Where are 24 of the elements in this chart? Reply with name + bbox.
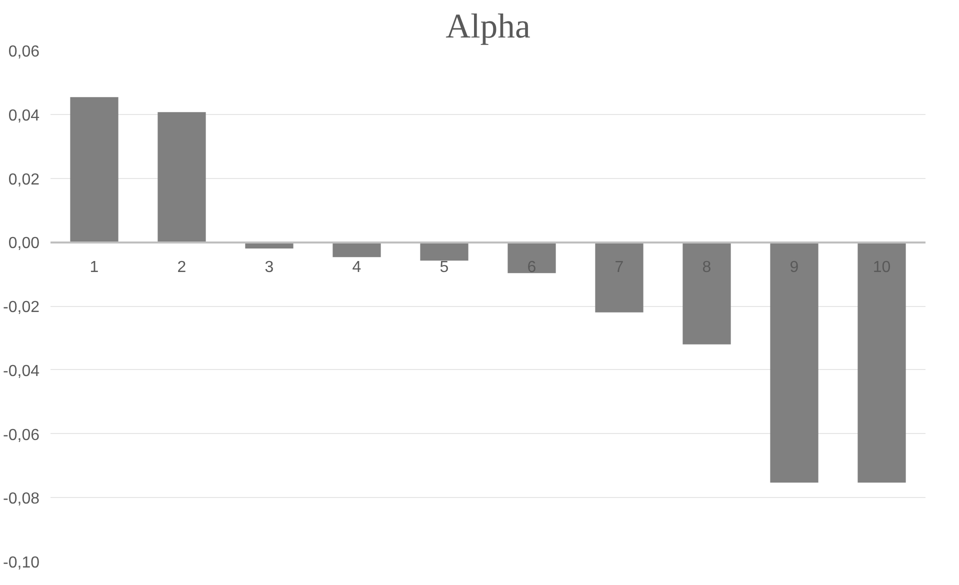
bar [70,97,118,242]
y-tick-label: -0,06 [3,426,40,444]
bar [682,242,731,344]
bar [420,242,468,261]
x-tick-label: 1 [90,259,99,276]
x-tick-label: 3 [264,259,274,276]
y-tick-label: -0,08 [3,490,40,508]
y-tick-label: -0,04 [3,362,40,380]
y-tick-label: 0,06 [8,44,40,60]
y-tick-label: -0,02 [3,299,40,316]
y-tick-label: 0,02 [8,171,40,188]
x-tick-label: 4 [352,259,362,276]
y-tick-label: 0,04 [8,107,40,124]
x-tick-label: 5 [440,259,449,276]
bar [158,112,206,242]
y-tick-label: -0,10 [3,554,40,572]
bar [332,242,381,258]
y-tick-label: 0,00 [8,235,40,252]
x-tick-label: 2 [177,259,186,276]
bar [508,242,556,274]
bar [770,242,818,483]
bar [595,242,644,312]
chart-title: Alpha [446,8,530,46]
bar [858,242,906,483]
